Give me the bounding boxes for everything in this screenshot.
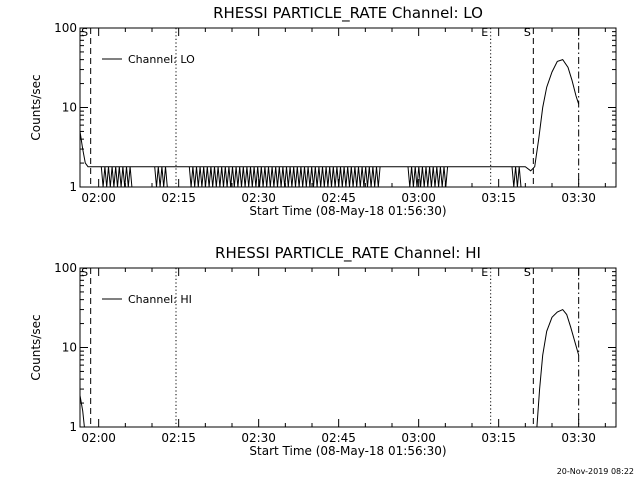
flag-label: S	[524, 266, 531, 279]
series-dropout-segment	[407, 166, 449, 188]
x-axis-label: Start Time (08-May-18 01:56:30)	[249, 204, 446, 218]
chart-panel-lo: RHESSI PARTICLE_RATE Channel: LO 1 10 100 02…	[29, 4, 617, 218]
series-dropout-segment	[188, 166, 381, 188]
series-dropout-segment	[100, 166, 133, 188]
flag-label: S	[81, 26, 88, 39]
plot-frame	[79, 267, 617, 428]
x-tick-label: 03:15	[481, 431, 516, 445]
series-line-hi	[79, 308, 580, 428]
x-tick-label: 03:30	[561, 431, 596, 445]
y-tick-label: 10	[62, 341, 77, 355]
x-tick-label: 02:30	[241, 191, 276, 205]
x-axis-label: Start Time (08-May-18 01:56:30)	[249, 444, 446, 458]
x-tick-label: 03:00	[401, 431, 436, 445]
x-tick-label: 02:00	[81, 431, 116, 445]
chart-title: RHESSI PARTICLE_RATE Channel: LO	[213, 4, 483, 23]
y-tick-label: 10	[62, 101, 77, 115]
legend-entry: Channel: LO	[128, 53, 195, 66]
x-tick-label: 02:45	[321, 191, 356, 205]
chart-title: RHESSI PARTICLE_RATE Channel: HI	[215, 244, 481, 263]
y-axis-label: Counts/sec	[29, 74, 43, 140]
series-dropout-segment	[154, 166, 168, 188]
y-axis-label: Counts/sec	[29, 314, 43, 380]
x-tick-label: 02:15	[161, 431, 196, 445]
series-dropout-segment	[511, 166, 522, 188]
x-tick-label: 03:15	[481, 191, 516, 205]
chart-panel-hi: RHESSI PARTICLE_RATE Channel: HI 1 10 100 02…	[29, 244, 617, 458]
series-line-lo	[79, 59, 580, 172]
x-tick-label: 02:00	[81, 191, 116, 205]
flag-label: E	[481, 26, 488, 39]
x-tick-label: 03:00	[401, 191, 436, 205]
footer-timestamp: 20-Nov-2019 08:22	[557, 467, 634, 476]
y-tick-label: 1	[69, 420, 77, 434]
x-tick-label: 03:30	[561, 191, 596, 205]
y-tick-label: 100	[54, 21, 77, 35]
x-tick-label: 02:45	[321, 431, 356, 445]
y-tick-label: 100	[54, 261, 77, 275]
x-tick-label: 02:30	[241, 431, 276, 445]
flag-label: E	[481, 266, 488, 279]
y-tick-label: 1	[69, 180, 77, 194]
flag-label: S	[81, 266, 88, 279]
x-tick-label: 02:15	[161, 191, 196, 205]
flag-label: S	[524, 26, 531, 39]
legend-entry: Channel: HI	[128, 293, 192, 306]
